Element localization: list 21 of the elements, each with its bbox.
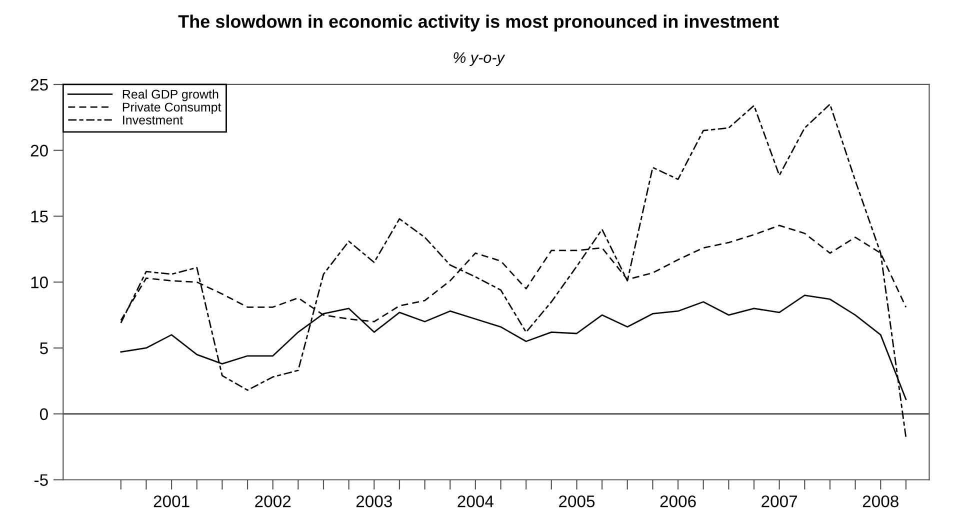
x-tick-label: 2003: [356, 495, 392, 508]
y-tick-label: 5: [40, 342, 48, 354]
y-tick-label: -5: [34, 474, 48, 486]
x-tick-label: 2008: [862, 495, 898, 508]
legend-label: Private Consumpt: [122, 102, 222, 114]
y-tick-label: 20: [30, 144, 48, 157]
y-tick-label: 25: [30, 78, 48, 91]
chart-title: The slowdown in economic activity is most pronounced in investment: [178, 14, 779, 32]
x-tick-label: 2006: [660, 495, 696, 508]
y-tick-label: 10: [31, 276, 48, 288]
legend-label: Investment: [123, 116, 183, 124]
x-tick-label: 2001: [154, 495, 190, 508]
y-tick-label: 15: [31, 210, 48, 222]
x-tick-label: 2002: [255, 495, 291, 508]
line-series: [120, 104, 907, 438]
x-tick-label: 2007: [762, 495, 798, 508]
chart-subtitle: % y-o-y: [454, 52, 506, 66]
x-tick-label: 2004: [458, 495, 494, 508]
y-tick-label: 0: [40, 408, 48, 420]
x-tick-label: 2005: [559, 495, 595, 508]
legend-label: Real GDP growth: [122, 89, 218, 102]
